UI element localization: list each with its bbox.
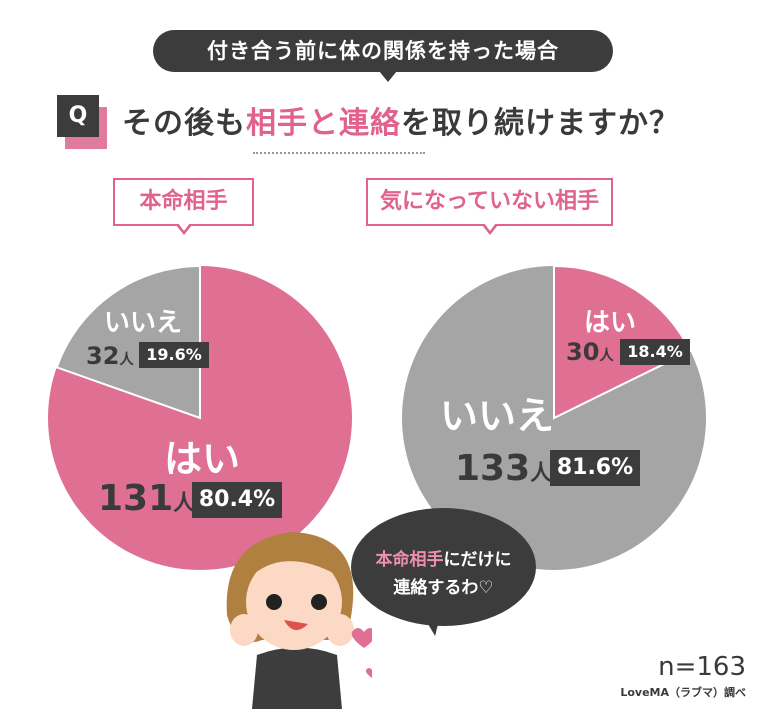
character-face	[246, 554, 342, 650]
question-post: を取り続けますか？	[401, 106, 680, 141]
left-no-pct: 19.6%	[139, 342, 209, 368]
right-yes-count-value: 30	[566, 338, 600, 366]
chart-label-not-interested: 気になっていない相手	[366, 178, 613, 235]
right-no-count-value: 133	[455, 448, 531, 489]
left-no-count-value: 32	[86, 342, 120, 370]
dotted-underline	[253, 152, 425, 154]
speech-highlight: 本命相手	[375, 550, 444, 570]
right-no-pct: 81.6%	[550, 450, 640, 486]
speech-line2: 連絡するわ♡	[393, 578, 494, 598]
pie-slice-no	[55, 266, 201, 420]
character-bangs	[247, 552, 337, 580]
right-no-count: 133人	[455, 448, 552, 489]
speech-bubble-tail	[420, 612, 446, 636]
left-no-count-unit: 人	[119, 352, 134, 368]
right-no-answer: いいえ	[440, 394, 555, 438]
q-badge: Q	[57, 95, 107, 149]
right-no-count-unit: 人	[530, 461, 552, 486]
question-title: その後も相手と連絡を取り続けますか？	[122, 98, 680, 142]
question-highlight: 相手と連絡	[246, 106, 401, 141]
character-hand-right	[326, 614, 354, 646]
right-yes-pct: 18.4%	[620, 339, 690, 365]
condition-banner: 付き合う前に体の関係を持った場合	[153, 30, 613, 82]
character-hand-left	[230, 614, 258, 646]
left-yes-answer: はい	[164, 437, 241, 481]
speech-bubble: 本命相手にだけに 連絡するわ♡	[351, 508, 536, 626]
source-credit: LoveMA（ラブマ）調べ	[620, 686, 746, 699]
left-yes-count-value: 131	[98, 478, 174, 519]
left-yes-count: 131人	[98, 478, 195, 519]
left-yes-pct: 80.4%	[192, 482, 282, 518]
character-eye-right	[311, 594, 327, 610]
left-no-count: 32人	[86, 342, 134, 370]
right-yes-answer: はい	[584, 308, 637, 338]
character-mouth	[284, 620, 308, 631]
sample-size: n=163	[658, 652, 746, 682]
heart-icon	[365, 668, 372, 678]
right-yes-count-unit: 人	[599, 348, 614, 364]
chart-label-honmei: 本命相手	[113, 178, 254, 235]
heart-icon	[351, 628, 372, 648]
character-illustration	[226, 532, 372, 709]
left-no-answer: いいえ	[104, 308, 183, 338]
left-yes-count-unit: 人	[173, 491, 195, 516]
question-pre: その後も	[122, 106, 246, 141]
speech-line1-rest: にだけに	[443, 550, 512, 570]
right-yes-count: 30人	[566, 338, 614, 366]
character-body	[252, 647, 342, 709]
q-badge-label: Q	[57, 95, 99, 137]
character-eye-left	[266, 594, 282, 610]
